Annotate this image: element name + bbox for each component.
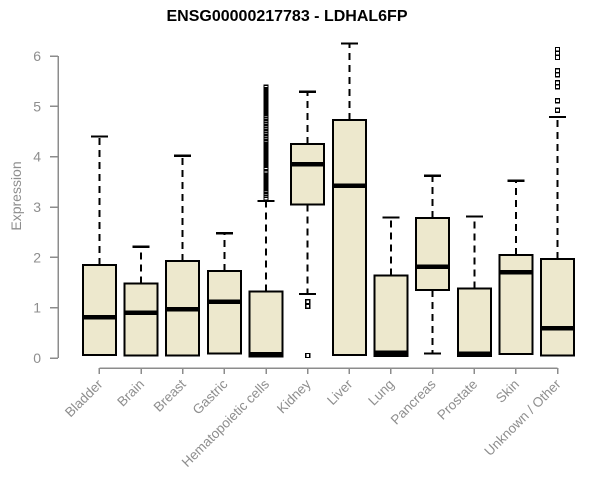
outlier-point — [554, 50, 561, 56]
iqr-box — [248, 290, 284, 358]
y-tick-label: 0 — [33, 350, 41, 366]
iqr-box — [498, 253, 534, 355]
outlier-point — [554, 107, 561, 114]
iqr-box — [290, 143, 326, 206]
iqr-box — [206, 269, 242, 355]
y-axis: 0 1 2 3 4 5 6 — [33, 48, 59, 366]
outlier-point — [554, 71, 561, 78]
outlier-point — [304, 298, 311, 305]
box-breast — [165, 154, 201, 357]
outlier-point — [304, 303, 311, 309]
box-pancreas — [415, 174, 451, 355]
x-category-label: Brain — [114, 377, 147, 410]
box-kidney — [290, 90, 326, 359]
x-category-label: Liver — [324, 376, 356, 408]
x-category-label: Prostate — [434, 377, 480, 423]
outlier-point — [263, 84, 269, 90]
iqr-box — [123, 282, 159, 357]
iqr-box — [456, 287, 492, 357]
box-hematopoietic-cells — [248, 84, 284, 358]
iqr-box — [81, 263, 117, 356]
outlier-point — [304, 352, 311, 359]
x-category-label: Skin — [493, 377, 522, 406]
iqr-box — [331, 118, 367, 356]
iqr-box — [373, 274, 409, 357]
x-category-label: Bladder — [62, 376, 106, 420]
x-category-label: Gastric — [190, 376, 231, 417]
box-lung — [373, 216, 409, 357]
iqr-box — [540, 257, 576, 357]
outlier-point — [554, 84, 561, 90]
outlier-point — [554, 98, 561, 104]
y-tick-label: 6 — [33, 48, 41, 64]
y-tick-label: 2 — [33, 249, 41, 265]
x-category-label: Kidney — [274, 376, 314, 416]
box-gastric — [206, 232, 242, 355]
box-brain — [123, 245, 159, 357]
y-tick-label: 1 — [33, 300, 41, 316]
x-category-label: Pancreas — [388, 376, 439, 427]
box-liver — [331, 42, 367, 356]
box-unknown-other — [540, 46, 576, 357]
chart-title: ENSG00000217783 - LDHAL6FP — [166, 8, 408, 25]
y-tick-label: 3 — [33, 199, 41, 215]
outlier-point — [554, 54, 561, 61]
box-bladder — [81, 135, 117, 356]
x-category-label: Unknown / Other — [481, 376, 564, 459]
x-category-label: Breast — [151, 376, 189, 414]
x-category-label: Lung — [365, 377, 397, 409]
y-tick-label: 5 — [33, 98, 41, 114]
box-skin — [498, 179, 534, 355]
box-prostate — [456, 215, 492, 357]
outlier-point — [263, 170, 269, 176]
iqr-box — [415, 217, 451, 292]
y-tick-label: 4 — [33, 149, 41, 165]
